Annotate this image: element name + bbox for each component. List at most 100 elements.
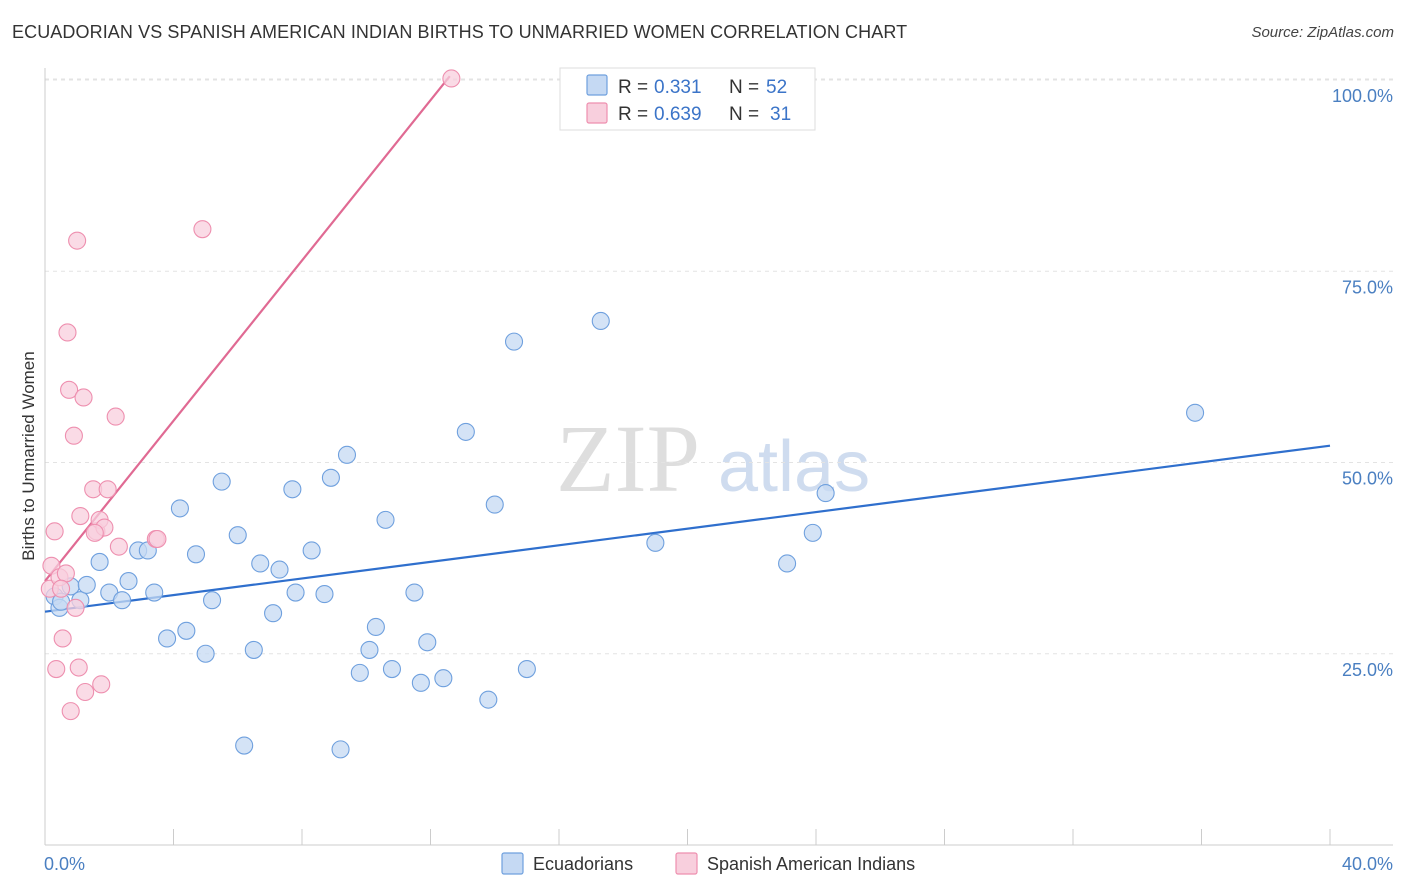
stats-legend-swatch-spanish-american-indians: [586, 102, 608, 124]
point-ecuadorians-28: [302, 541, 321, 560]
point-ecuadorians-25: [270, 560, 289, 579]
point-ecuadorians-12: [145, 583, 164, 602]
point-spanish-american-indians-24: [109, 537, 128, 556]
point-ecuadorians-18: [203, 591, 222, 610]
point-ecuadorians-30: [321, 468, 340, 487]
y-tick-label-50: 50.0%: [1342, 469, 1393, 489]
point-spanish-american-indians-11: [66, 598, 85, 617]
point-ecuadorians-45: [504, 332, 524, 351]
point-ecuadorians-26: [283, 480, 302, 499]
point-ecuadorians-21: [235, 736, 254, 755]
point-ecuadorians-23: [251, 554, 270, 573]
stats-legend: R = 0.331 N = 52 R = 0.639 N = 31: [559, 67, 816, 131]
data-points: [40, 69, 1205, 759]
stats-legend-n-value-1: 52: [766, 77, 787, 98]
point-ecuadorians-19: [212, 472, 231, 491]
point-ecuadorians-51: [816, 484, 835, 503]
point-ecuadorians-33: [350, 663, 369, 682]
point-ecuadorians-37: [382, 659, 402, 679]
y-tick-label-75: 75.0%: [1342, 277, 1393, 297]
point-spanish-american-indians-12: [68, 231, 87, 250]
point-ecuadorians-42: [456, 422, 475, 441]
chart-source: Source: ZipAtlas.com: [1251, 24, 1394, 41]
series-legend-swatch-ecuadorians: [501, 852, 524, 875]
point-spanish-american-indians-29: [52, 579, 71, 598]
point-spanish-american-indians-9: [61, 702, 80, 721]
point-ecuadorians-50: [803, 523, 822, 542]
stats-legend-r-label-1: R =: [618, 77, 648, 98]
point-spanish-american-indians-27: [193, 220, 212, 239]
point-ecuadorians-35: [366, 617, 385, 637]
point-ecuadorians-5: [77, 575, 96, 594]
point-ecuadorians-44: [485, 495, 504, 514]
point-spanish-american-indians-23: [106, 407, 125, 426]
point-spanish-american-indians-16: [76, 682, 95, 702]
point-ecuadorians-48: [646, 533, 665, 552]
point-ecuadorians-22: [244, 640, 263, 659]
point-ecuadorians-29: [315, 585, 334, 604]
x-tick-label-max: 40.0%: [1342, 854, 1393, 874]
point-ecuadorians-39: [411, 673, 430, 692]
point-spanish-american-indians-10: [64, 426, 83, 445]
point-ecuadorians-40: [418, 633, 437, 652]
stats-legend-n-label-1: N =: [729, 77, 759, 98]
point-spanish-american-indians-26: [148, 529, 167, 549]
point-ecuadorians-13: [158, 629, 177, 648]
point-ecuadorians-17: [196, 644, 215, 663]
point-ecuadorians-46: [517, 659, 536, 679]
point-ecuadorians-52: [1186, 403, 1205, 422]
point-spanish-american-indians-3: [47, 659, 66, 679]
point-spanish-american-indians-14: [71, 506, 90, 526]
point-ecuadorians-9: [119, 572, 138, 591]
point-ecuadorians-14: [170, 499, 189, 518]
y-axis-title: Births to Unmarried Women: [19, 351, 38, 560]
point-ecuadorians-15: [177, 621, 196, 640]
series-legend: Ecuadorians Spanish American Indians: [501, 852, 915, 875]
point-ecuadorians-41: [434, 669, 453, 688]
point-ecuadorians-27: [286, 583, 305, 602]
point-ecuadorians-20: [228, 526, 247, 545]
point-ecuadorians-43: [479, 690, 498, 709]
trendline-spanish-american-indians: [44, 75, 451, 582]
watermark-zip: ZIP: [556, 405, 700, 512]
point-ecuadorians-38: [405, 583, 424, 602]
y-tick-label-100: 100.0%: [1332, 86, 1393, 106]
point-ecuadorians-32: [337, 445, 357, 464]
stats-legend-n-label-2: N =: [729, 104, 759, 125]
stats-legend-r-label-2: R =: [618, 104, 648, 125]
gridlines: [45, 78, 1393, 655]
point-ecuadorians-31: [331, 740, 350, 759]
point-ecuadorians-8: [113, 591, 132, 610]
point-spanish-american-indians-13: [69, 658, 88, 677]
point-spanish-american-indians-8: [60, 380, 79, 399]
point-ecuadorians-16: [186, 545, 206, 564]
watermark-atlas: atlas: [718, 427, 870, 507]
point-spanish-american-indians-22: [98, 480, 117, 499]
series-legend-label-ecuadorians: Ecuadorians: [533, 854, 633, 874]
point-spanish-american-indians-7: [58, 323, 77, 342]
point-spanish-american-indians-5: [53, 629, 72, 648]
point-ecuadorians-34: [360, 640, 379, 659]
y-tick-label-25: 25.0%: [1342, 660, 1393, 680]
axes: 25.0% 50.0% 75.0% 100.0%: [44, 68, 1393, 846]
point-ecuadorians-36: [376, 510, 395, 529]
point-spanish-american-indians-2: [45, 522, 64, 541]
stats-legend-r-value-2: 0.639: [654, 104, 702, 125]
point-ecuadorians-6: [90, 552, 109, 572]
stats-legend-r-value-1: 0.331: [654, 77, 702, 98]
point-spanish-american-indians-28: [442, 69, 461, 88]
point-spanish-american-indians-20: [92, 675, 111, 694]
series-legend-swatch-spanish-american-indians: [675, 852, 698, 875]
point-ecuadorians-24: [264, 604, 283, 623]
point-ecuadorians-47: [591, 311, 610, 331]
point-spanish-american-indians-15: [74, 388, 93, 407]
stats-legend-n-value-2: 31: [770, 104, 791, 125]
series-legend-label-spanish-american-indians: Spanish American Indians: [707, 854, 915, 874]
stats-legend-swatch-ecuadorians: [586, 74, 608, 96]
point-ecuadorians-49: [778, 554, 797, 573]
point-spanish-american-indians-6: [56, 564, 75, 583]
trendline-ecuadorians: [44, 444, 1331, 613]
chart-title: ECUADORIAN VS SPANISH AMERICAN INDIAN BI…: [12, 22, 908, 42]
x-tick-label-min: 0.0%: [44, 854, 85, 874]
